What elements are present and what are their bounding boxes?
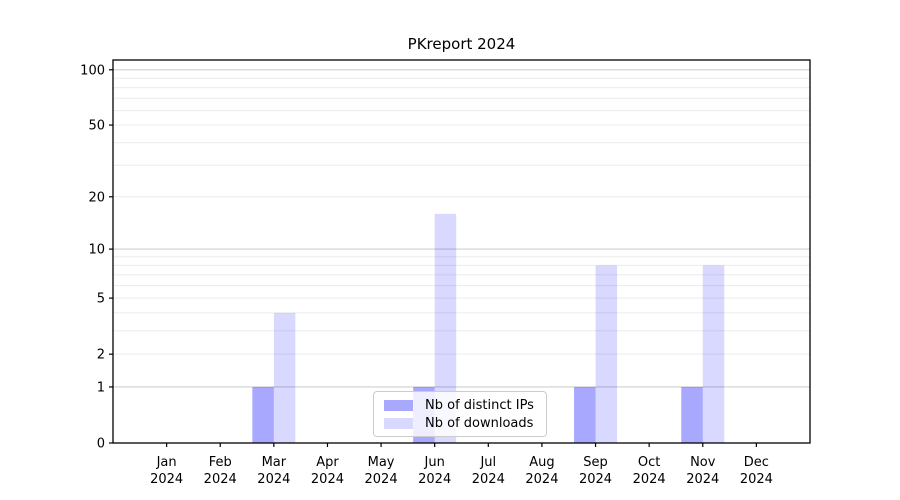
bar-mar-ips xyxy=(252,386,274,443)
legend: Nb of distinct IPs Nb of downloads xyxy=(373,391,547,437)
y-tick-label: 2 xyxy=(97,348,105,363)
bar-sep-downloads xyxy=(595,265,618,443)
x-tick-label-month: Jan xyxy=(156,455,177,470)
bar-jun-downloads xyxy=(434,213,457,443)
x-tick-label-month: Jul xyxy=(479,455,496,470)
x-tick-label-year: 2024 xyxy=(686,472,719,487)
x-tick-label-year: 2024 xyxy=(579,472,612,487)
x-tick-label-month: Oct xyxy=(638,455,660,470)
x-tick-label-month: Apr xyxy=(316,455,339,470)
x-tick-label-year: 2024 xyxy=(418,472,451,487)
y-tick-label: 0 xyxy=(97,437,105,452)
y-tick-label: 50 xyxy=(88,119,105,134)
x-tick-label-month: Aug xyxy=(529,455,554,470)
y-tick-label: 100 xyxy=(80,63,105,78)
x-tick-label-year: 2024 xyxy=(204,472,237,487)
y-tick-label: 5 xyxy=(97,292,105,307)
x-tick-label-year: 2024 xyxy=(150,472,183,487)
bar-nov-ips xyxy=(681,386,703,443)
x-tick-label-year: 2024 xyxy=(472,472,505,487)
y-tick-label: 1 xyxy=(97,380,105,395)
x-tick-label-year: 2024 xyxy=(633,472,666,487)
legend-swatch xyxy=(384,417,413,429)
x-tick-label-year: 2024 xyxy=(365,472,398,487)
x-tick-label-month: Nov xyxy=(690,455,716,470)
x-tick-label-month: Jun xyxy=(424,455,445,470)
x-tick-label-year: 2024 xyxy=(257,472,290,487)
x-tick-label-month: Feb xyxy=(209,455,232,470)
legend-label: Nb of distinct IPs xyxy=(425,397,534,413)
legend-swatch xyxy=(384,399,413,411)
chart-title: PKreport 2024 xyxy=(407,35,516,53)
bar-mar-downloads xyxy=(273,312,296,443)
y-tick-label: 20 xyxy=(88,190,105,205)
x-tick-label-year: 2024 xyxy=(525,472,558,487)
x-tick-label-month: Mar xyxy=(262,455,287,470)
legend-label: Nb of downloads xyxy=(425,415,534,431)
x-tick-label-month: Dec xyxy=(744,455,769,470)
legend-item: Nb of distinct IPs xyxy=(384,398,540,413)
bar-nov-downloads xyxy=(702,265,725,443)
x-tick-label-year: 2024 xyxy=(740,472,773,487)
legend-item: Nb of downloads xyxy=(384,416,540,431)
x-tick-label-month: Sep xyxy=(583,455,608,470)
bar-sep-ips xyxy=(574,386,596,443)
x-tick-label-month: May xyxy=(368,455,395,470)
x-tick-label-year: 2024 xyxy=(311,472,344,487)
plot-border xyxy=(112,59,811,444)
y-tick-label: 10 xyxy=(88,243,105,258)
